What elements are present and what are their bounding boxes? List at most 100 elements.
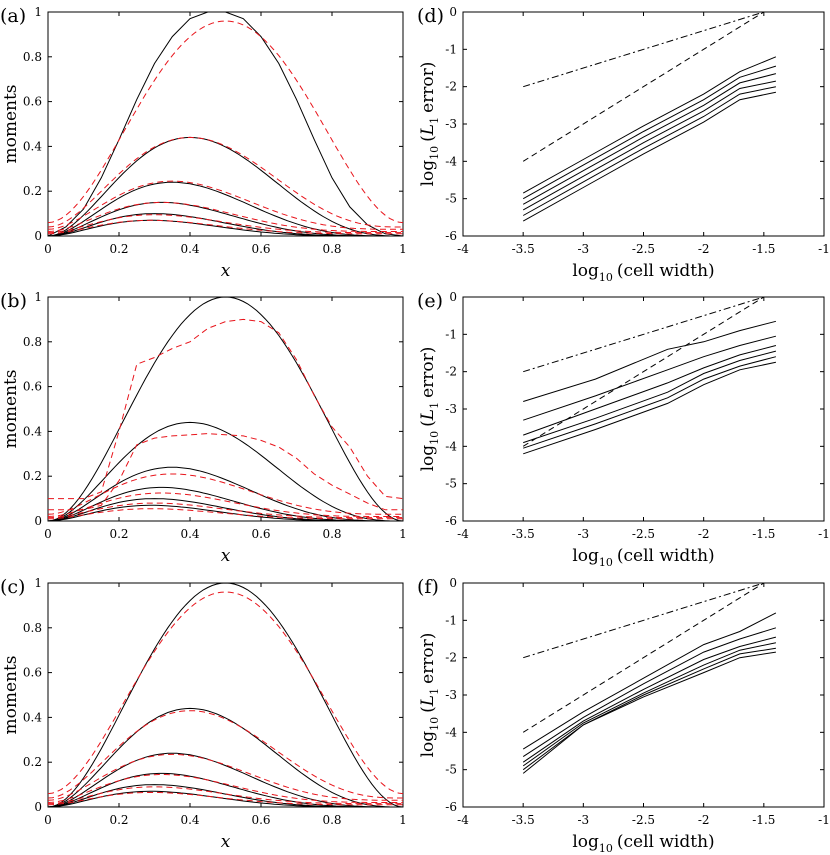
panel-a-ytick-label: 0.2 [23, 184, 42, 198]
panel-f-ylabel-text: error) [418, 633, 438, 684]
panel-e-xtick-label: -1.5 [752, 527, 775, 541]
panel-c-series-exact-moment-0 [48, 583, 403, 807]
panel-e-xtick-label: -1 [818, 527, 830, 541]
panel-d-series-first-order-reference [523, 11, 764, 88]
panel-f-series-second-order-reference [522, 582, 765, 733]
panel-f-ylabel-log: log [418, 731, 438, 758]
panel-e-ytick-label: -2 [445, 365, 457, 379]
panel-d-ytick-label: -5 [445, 192, 457, 206]
panel-b-xtick-label: 0.4 [180, 527, 199, 541]
panel-c: 0 0.2 0.4 0.6 0.8 1 0 0.2 0.4 0.6 0.8 1 (c) x moments [0, 576, 407, 852]
panel-a-xtick-label: 1 [399, 242, 407, 256]
panel-f-ytick-label: -3 [445, 688, 457, 702]
panel-c-xtick-label: 0.2 [109, 813, 128, 827]
panel-d-series-moment-4-error [522, 86, 777, 216]
panel-e-xlabel: log10 (cell width) [572, 546, 714, 569]
panel-e-ytick-label: -1 [445, 327, 457, 341]
panel-d-series-moment-3-error [522, 80, 777, 211]
panel-c-ytick-label: 0.8 [23, 621, 42, 635]
panel-c-series-exact-moment-3 [48, 772, 403, 807]
panel-d-series-moment-1-error [522, 65, 777, 200]
panel-c-xlabel: x [221, 832, 231, 852]
panel-e-series-second-order-reference [522, 296, 765, 447]
panel-c-series-numerical-moment-1 [48, 710, 403, 799]
panel-e-series-moment-3-error [523, 350, 777, 444]
panel-e-series-moment-1-error [523, 335, 777, 421]
panel-f-xlabel-log: log [572, 832, 599, 852]
panel-f-xtick-label: -3.5 [512, 813, 535, 827]
panel-a-xlabel: x [221, 261, 231, 281]
panel-e-series-moment-4-error [523, 356, 777, 449]
panel-d-ytick-label: -4 [445, 154, 457, 168]
panel-e-xlabel-log: log [572, 546, 599, 566]
panel-e-xtick-label: -2 [698, 527, 710, 541]
panel-d: -4 -3.5 -3 -2.5 -2 -1.5 -1-6-5-4-3-2-10(d)log1… [417, 5, 830, 284]
panel-e-ylabel-text: error) [418, 347, 438, 398]
panel-d-ylabel: log10 (L1 error) [418, 62, 441, 187]
panel-c-xtick-label: 0.4 [180, 813, 199, 827]
panel-b-xtick-label: 0.8 [322, 527, 341, 541]
panel-f-series-moment-1-error [522, 627, 777, 758]
panel-a-series-group [48, 12, 403, 236]
panel-d-xlabel: log10 (cell width) [572, 261, 714, 284]
panel-a-xtick-label: 0 [44, 242, 52, 256]
panel-d-series-moment-2-error [522, 73, 777, 205]
panel-c-ytick-label: 0.4 [23, 710, 42, 724]
panel-c-ytick-label: 0.6 [23, 666, 42, 680]
panel-e-ytick-label: -4 [445, 439, 457, 453]
panel-e-ylabel-log: log [418, 445, 438, 472]
panel-f-xtick-label: -4 [457, 813, 469, 827]
panel-a-xtick-label: 0.2 [109, 242, 128, 256]
panel-c-ytick-label: 0.2 [23, 755, 42, 769]
panel-a-ytick-label: 0 [34, 229, 42, 243]
panel-f-ytick-label: -4 [445, 725, 457, 739]
panel-f-ylabel-var-sub: 1 [428, 688, 441, 695]
panel-f-xlabel-sub: 10 [599, 842, 613, 855]
panel-c-ytick-label: 1 [34, 576, 42, 590]
panel-a-series-numerical-moment-3 [48, 201, 403, 232]
panel-e-ylabel-paren: ( [418, 420, 438, 427]
panel-e-series-first-order-reference [523, 296, 764, 373]
panel-a-xtick-label: 0.4 [180, 242, 199, 256]
panel-f-panel-label: (f) [417, 576, 439, 598]
panel-a-panel-label: (a) [0, 5, 26, 27]
panel-b-axes-box [47, 296, 404, 522]
panel-a-series-exact-moment-5 [48, 219, 403, 236]
panel-d-xtick-label: -4 [457, 242, 469, 256]
panel-c-series-group [48, 583, 403, 807]
panel-f-xtick-label: -2 [698, 813, 710, 827]
panel-b: 0 0.2 0.4 0.6 0.8 1 0 0.2 0.4 0.6 0.8 1 (b) x moments [0, 290, 407, 566]
panel-f-xlabel: log10 (cell width) [572, 832, 714, 855]
panel-e-ylabel-var-sub: 1 [428, 402, 441, 409]
panel-e-xtick-label: -4 [457, 527, 469, 541]
panel-f-xtick-label: -3 [577, 813, 589, 827]
panel-f-series-moment-2-error [522, 636, 777, 763]
panel-b-series-exact-moment-0 [48, 297, 403, 521]
panel-e-xtick-label: -3.5 [512, 527, 535, 541]
panel-d-xtick-label: -3 [577, 242, 589, 256]
panel-f-xtick-label: -1.5 [752, 813, 775, 827]
panel-a-ytick-label: 0.4 [23, 139, 42, 153]
panel-b-series-exact-moment-2 [48, 466, 403, 521]
panel-d-xtick-label: -2 [698, 242, 710, 256]
panel-b-ylabel: moments [1, 369, 21, 448]
panel-f: -4 -3.5 -3 -2.5 -2 -1.5 -1-6-5-4-3-2-10(f)log1… [417, 576, 830, 855]
panel-c-series-exact-moment-5 [48, 790, 403, 807]
panel-d-series-second-order-reference [522, 11, 765, 162]
panel-b-xtick-label: 0.6 [251, 527, 270, 541]
panel-a-series-numerical-moment-4 [48, 214, 403, 234]
panel-f-xlabel-text: (cell width) [617, 832, 715, 852]
panel-d-xtick-label: -2.5 [632, 242, 655, 256]
panel-b-series-group [48, 297, 403, 521]
panel-d-xtick-label: -1 [818, 242, 830, 256]
panel-a-ytick-label: 0.8 [23, 50, 42, 64]
panel-d-ylabel-text: error) [418, 62, 438, 113]
panel-f-ytick-label: -2 [445, 651, 457, 665]
panel-f-ylabel-paren: ( [418, 706, 438, 713]
panel-d-ylabel-var: L [418, 124, 438, 136]
panel-f-ylabel-var: L [418, 695, 438, 707]
panel-e-ylabel-var: L [418, 409, 438, 421]
panel-e-panel-label: (e) [417, 290, 443, 312]
panel-b-series-exact-moment-1 [48, 421, 403, 521]
panel-e-ylabel: log10 (L1 error) [418, 347, 441, 472]
